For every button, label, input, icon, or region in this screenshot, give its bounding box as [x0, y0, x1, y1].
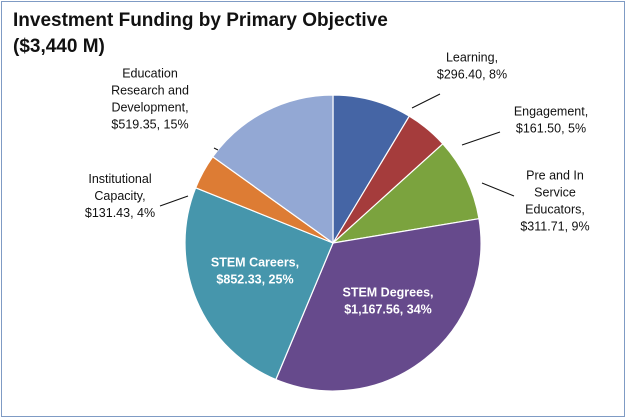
leader-line-6 — [213, 147, 219, 151]
slice-label-line: $296.40, 8% — [437, 68, 507, 82]
leader-line-2 — [481, 182, 515, 197]
leader-line-1 — [461, 131, 501, 146]
chart-title: Investment Funding by Primary Objective — [13, 10, 388, 31]
slice-label-line: Institutional — [88, 172, 151, 186]
slice-label-line: STEM Degrees, — [342, 286, 433, 300]
slice-label-line: Capacity, — [94, 189, 145, 203]
slice-label-line: Development, — [111, 101, 188, 115]
slice-label-line: Educators, — [525, 203, 585, 217]
slice-label-line: $161.50, 5% — [516, 122, 586, 136]
pie-slice-3 — [275, 217, 482, 392]
slice-label-line: $519.35, 15% — [111, 118, 188, 132]
pie-slice-4 — [184, 187, 334, 381]
chart-subtitle-total: ($3,440 M) — [13, 36, 105, 57]
slice-label-0: Learning, $296.40, 8% — [437, 51, 507, 82]
slice-label-line: Service — [534, 186, 576, 200]
slice-label-line: $1,167.56, 34% — [344, 303, 432, 317]
slice-label-4: STEM Careers, $852.33, 25% — [211, 256, 299, 287]
slice-label-line: Education — [122, 67, 178, 81]
leader-line-0 — [411, 93, 441, 109]
slice-label-line: $131.43, 4% — [85, 206, 155, 220]
slice-label-line: Engagement, — [514, 105, 588, 119]
slice-label-line: Pre and In — [526, 169, 584, 183]
slice-label-line: STEM Careers, — [211, 256, 299, 270]
pie-slice-6 — [211, 94, 334, 245]
slice-label-1: Engagement, $161.50, 5% — [514, 105, 588, 136]
slice-label-line: $852.33, 25% — [216, 273, 293, 287]
leader-line-5 — [159, 195, 189, 207]
slice-label-6: Education Research and Development, $519.35… — [111, 67, 189, 132]
slice-label-5: Institutional Capacity, $131.43, 4% — [85, 172, 155, 220]
slice-label-line: Learning, — [446, 51, 498, 65]
slice-label-3: STEM Degrees, $1,167.56, 34% — [342, 286, 433, 317]
slice-label-line: Research and — [111, 84, 189, 98]
slice-label-line: $311.71, 9% — [520, 220, 589, 234]
slice-label-2: Pre and In Service Educators, $311.71, 9% — [520, 169, 589, 234]
pie-slice-2 — [331, 142, 480, 244]
